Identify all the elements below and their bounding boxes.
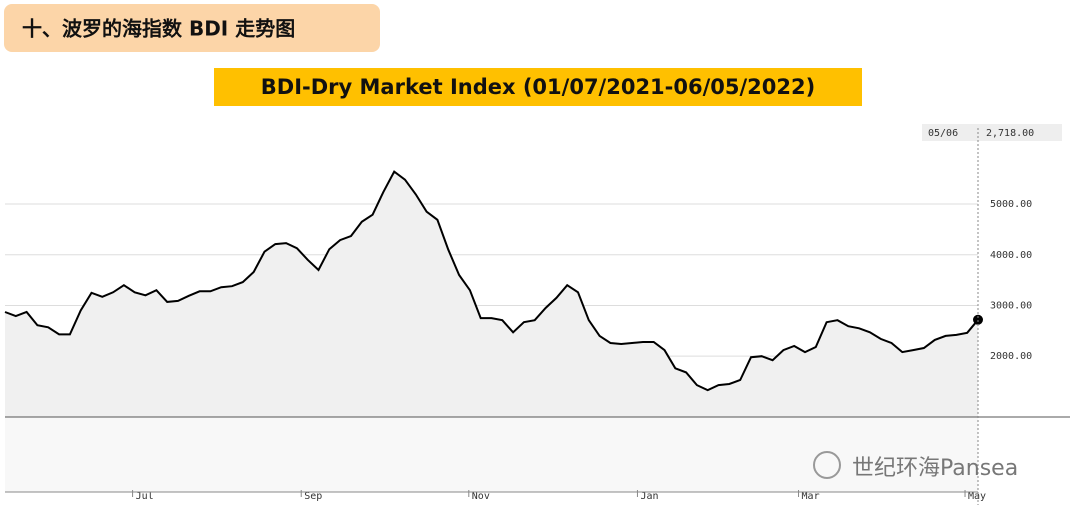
x-tick-label: Jan	[640, 491, 658, 502]
x-tick-label: Sep	[304, 491, 322, 502]
end-date: 05/06	[928, 128, 958, 139]
title-box	[214, 68, 862, 106]
wechat-icon	[813, 451, 841, 479]
y-tick-label: 5000.00	[990, 199, 1032, 210]
lower-panel	[5, 417, 978, 492]
section-title: 十、波罗的海指数 BDI 走势图	[22, 17, 295, 41]
chart-title: BDI-Dry Market Index (01/07/2021-06/05/2…	[261, 75, 815, 99]
x-tick-label: Mar	[802, 491, 820, 502]
end-value: 2,718.00	[986, 128, 1034, 139]
plot: 2000.00 3000.00 4000.00 5000.00 Jul Sep Nov Jan…	[4, 128, 1070, 505]
section-box	[4, 4, 380, 52]
end-point	[973, 314, 983, 325]
end-label-box	[922, 124, 1062, 141]
x-tick-label: May	[968, 491, 986, 502]
y-tick-label: 2000.00	[990, 351, 1032, 362]
area	[5, 171, 978, 417]
line	[4, 170, 979, 392]
y-tick-label: 3000.00	[990, 300, 1032, 311]
y-tick-label: 4000.00	[990, 250, 1032, 261]
x-tick-label: Jul	[136, 491, 154, 502]
watermark: 世纪环海Pansea	[852, 456, 1018, 481]
x-tick-label: Nov	[472, 491, 490, 502]
